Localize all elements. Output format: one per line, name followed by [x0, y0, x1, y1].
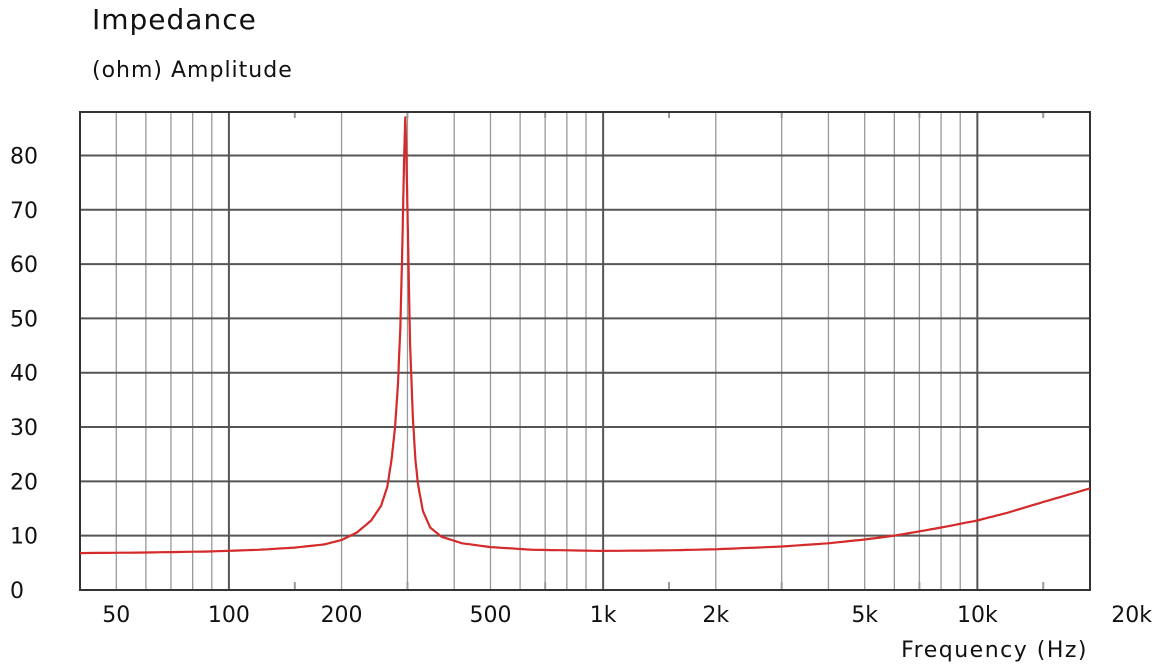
x-tick-label: 200: [321, 603, 363, 628]
minor-grid: [115, 112, 961, 590]
y-tick-label: 30: [10, 416, 38, 441]
x-tick-label: 10k: [957, 603, 998, 628]
y-tick-labels: 0 10 20 30 40 50 60 70 80: [10, 144, 38, 604]
x-tick-label: 500: [469, 603, 511, 628]
chart-title: Impedance: [92, 3, 257, 36]
x-tick-label: 50: [102, 603, 130, 628]
y-tick-label: 60: [10, 253, 38, 278]
x-tick-labels: 50 100 200 500 1k 2k 5k 10k 20k: [102, 603, 1152, 628]
y-tick-label: 20: [10, 470, 38, 495]
x-axis-label: Frequency (Hz): [901, 638, 1088, 663]
x-tick-label: 1k: [590, 603, 617, 628]
major-grid: [79, 111, 1091, 591]
y-tick-label: 10: [10, 525, 38, 550]
x-tick-label: 5k: [851, 603, 878, 628]
y-tick-label: 0: [10, 579, 24, 604]
impedance-series-line: [79, 116, 1091, 555]
y-tick-label: 40: [10, 362, 38, 387]
y-axis-label: (ohm) Amplitude: [92, 58, 293, 83]
y-tick-label: 70: [10, 199, 38, 224]
plot-frame: [79, 111, 1091, 591]
x-tick-label: 20k: [1111, 603, 1152, 628]
x-tick-label: 2k: [702, 603, 729, 628]
y-tick-label: 50: [10, 307, 38, 332]
curve-layer: [79, 116, 1091, 555]
x-tick-label: 100: [208, 603, 250, 628]
y-tick-label: 80: [10, 144, 38, 169]
